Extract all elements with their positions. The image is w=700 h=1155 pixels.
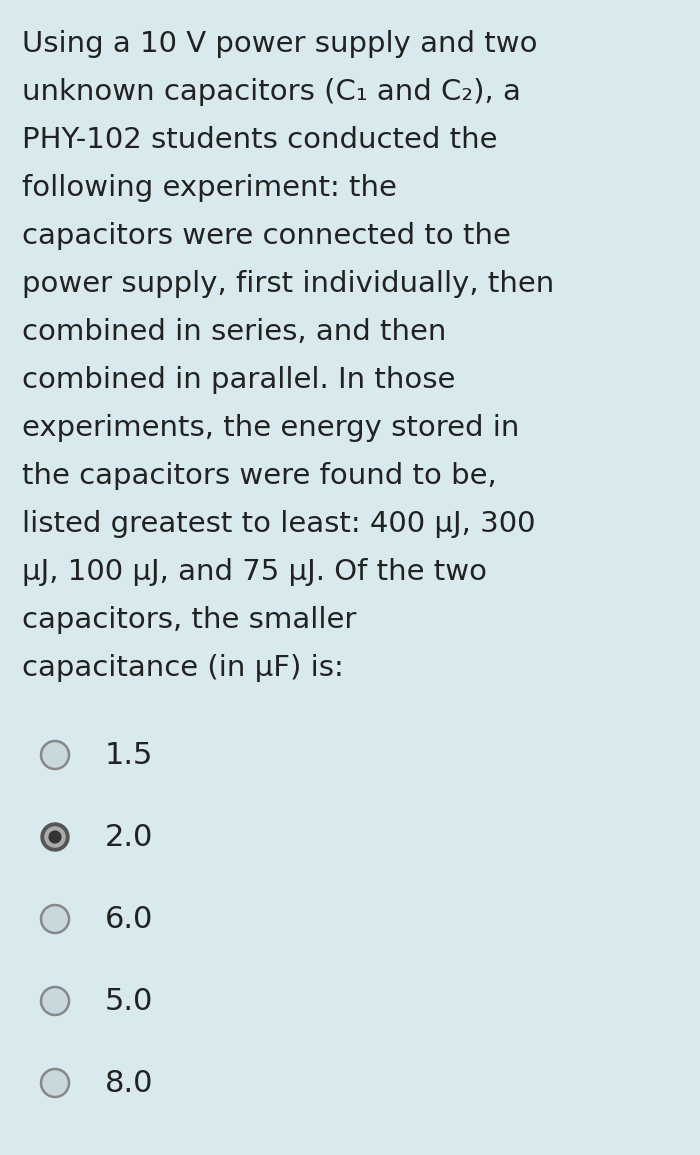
Text: 1.5: 1.5 (105, 740, 153, 769)
Text: power supply, first individually, then: power supply, first individually, then (22, 270, 554, 298)
Text: experiments, the energy stored in: experiments, the energy stored in (22, 413, 519, 442)
Text: capacitors were connected to the: capacitors were connected to the (22, 222, 511, 249)
Circle shape (41, 1070, 69, 1097)
Circle shape (45, 827, 65, 847)
Text: capacitors, the smaller: capacitors, the smaller (22, 606, 356, 634)
Circle shape (41, 742, 69, 769)
Text: the capacitors were found to be,: the capacitors were found to be, (22, 462, 497, 490)
Circle shape (49, 832, 61, 843)
Text: combined in parallel. In those: combined in parallel. In those (22, 366, 456, 394)
Text: following experiment: the: following experiment: the (22, 174, 397, 202)
Text: 5.0: 5.0 (105, 986, 153, 1015)
Circle shape (41, 906, 69, 933)
Text: 2.0: 2.0 (105, 822, 153, 851)
Text: 6.0: 6.0 (105, 904, 153, 933)
Text: Using a 10 V power supply and two: Using a 10 V power supply and two (22, 30, 538, 58)
Text: capacitance (in μF) is:: capacitance (in μF) is: (22, 654, 344, 681)
Text: listed greatest to least: 400 μJ, 300: listed greatest to least: 400 μJ, 300 (22, 511, 536, 538)
Text: 8.0: 8.0 (105, 1068, 153, 1097)
Circle shape (41, 824, 69, 851)
Text: PHY-102 students conducted the: PHY-102 students conducted the (22, 126, 498, 154)
Text: unknown capacitors (C₁ and C₂), a: unknown capacitors (C₁ and C₂), a (22, 79, 521, 106)
Text: combined in series, and then: combined in series, and then (22, 318, 447, 346)
Circle shape (41, 988, 69, 1015)
Text: μJ, 100 μJ, and 75 μJ. Of the two: μJ, 100 μJ, and 75 μJ. Of the two (22, 558, 487, 586)
